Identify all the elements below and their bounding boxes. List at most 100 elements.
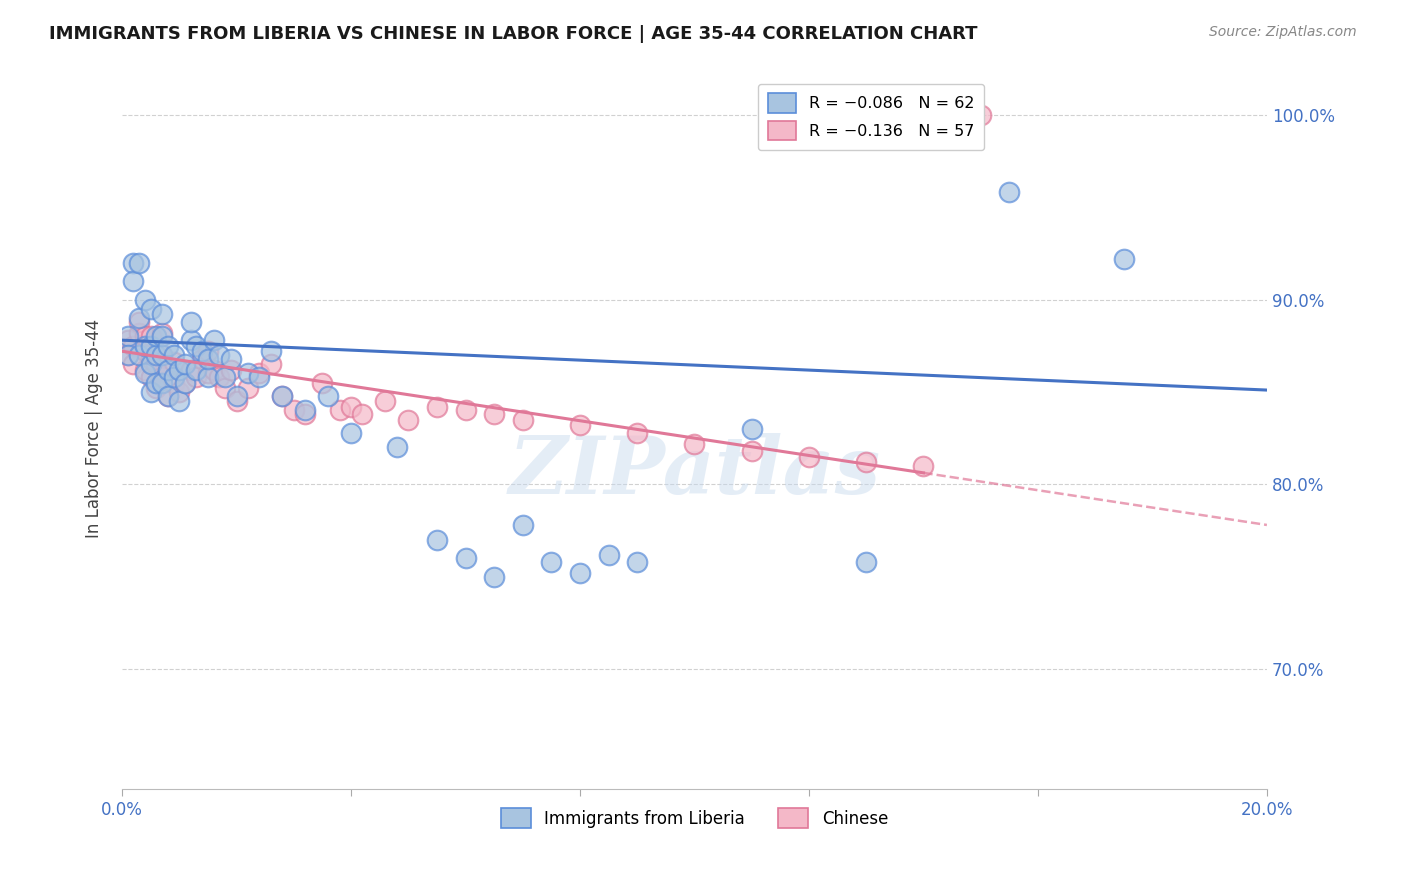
Point [162, 370, 184, 384]
Point [134, 367, 156, 381]
Point [385, 441, 408, 455]
Point [311, 376, 333, 390]
Point [134, 344, 156, 359]
Point [150, 326, 173, 340]
Point [741, 422, 763, 436]
Point [122, 255, 145, 269]
Point [340, 400, 363, 414]
Point [191, 344, 214, 359]
Point [626, 555, 648, 569]
Point [139, 329, 162, 343]
Point [139, 357, 162, 371]
Point [219, 351, 242, 366]
Point [294, 403, 316, 417]
Point [569, 418, 592, 433]
Point [156, 363, 179, 377]
Point [156, 389, 179, 403]
Point [156, 389, 179, 403]
Point [186, 363, 208, 377]
Point [374, 394, 396, 409]
Point [162, 355, 184, 369]
Point [271, 389, 294, 403]
Point [128, 255, 150, 269]
Point [186, 339, 208, 353]
Point [169, 363, 191, 377]
Point [139, 370, 162, 384]
Point [186, 370, 208, 384]
Point [122, 357, 145, 371]
Point [741, 444, 763, 458]
Point [150, 329, 173, 343]
Point [426, 533, 449, 547]
Legend: Immigrants from Liberia, Chinese: Immigrants from Liberia, Chinese [495, 801, 894, 835]
Point [970, 108, 993, 122]
Point [214, 381, 236, 395]
Point [197, 351, 219, 366]
Point [134, 293, 156, 307]
Point [202, 333, 225, 347]
Point [236, 367, 259, 381]
Y-axis label: In Labor Force | Age 35-44: In Labor Force | Age 35-44 [86, 319, 103, 539]
Point [150, 370, 173, 384]
Point [683, 436, 706, 450]
Point [260, 344, 283, 359]
Point [145, 329, 167, 343]
Point [598, 548, 620, 562]
Point [219, 363, 242, 377]
Point [454, 403, 477, 417]
Point [197, 370, 219, 384]
Point [156, 339, 179, 353]
Point [998, 186, 1021, 200]
Point [122, 339, 145, 353]
Point [294, 407, 316, 421]
Point [117, 348, 139, 362]
Point [139, 351, 162, 366]
Point [128, 348, 150, 362]
Point [117, 333, 139, 347]
Point [540, 555, 562, 569]
Point [145, 381, 167, 395]
Point [139, 301, 162, 316]
Point [169, 394, 191, 409]
Point [150, 348, 173, 362]
Point [225, 389, 247, 403]
Point [214, 370, 236, 384]
Point [180, 315, 202, 329]
Point [150, 348, 173, 362]
Point [855, 555, 877, 569]
Point [128, 326, 150, 340]
Point [912, 458, 935, 473]
Point [174, 376, 197, 390]
Point [340, 425, 363, 440]
Point [145, 376, 167, 390]
Point [454, 551, 477, 566]
Point [139, 339, 162, 353]
Point [855, 455, 877, 469]
Point [180, 363, 202, 377]
Point [426, 400, 449, 414]
Point [197, 344, 219, 359]
Point [117, 329, 139, 343]
Point [208, 370, 231, 384]
Point [197, 367, 219, 381]
Point [174, 357, 197, 371]
Point [396, 412, 419, 426]
Point [162, 348, 184, 362]
Point [150, 307, 173, 321]
Point [249, 370, 271, 384]
Point [512, 518, 534, 533]
Point [797, 450, 820, 464]
Point [145, 348, 167, 362]
Point [162, 376, 184, 390]
Point [202, 363, 225, 377]
Point [145, 357, 167, 371]
Point [352, 407, 374, 421]
Point [150, 376, 173, 390]
Point [236, 381, 259, 395]
Text: IMMIGRANTS FROM LIBERIA VS CHINESE IN LABOR FORCE | AGE 35-44 CORRELATION CHART: IMMIGRANTS FROM LIBERIA VS CHINESE IN LA… [49, 25, 977, 43]
Point [271, 389, 294, 403]
Point [249, 367, 271, 381]
Point [329, 403, 352, 417]
Point [180, 333, 202, 347]
Point [1112, 252, 1135, 266]
